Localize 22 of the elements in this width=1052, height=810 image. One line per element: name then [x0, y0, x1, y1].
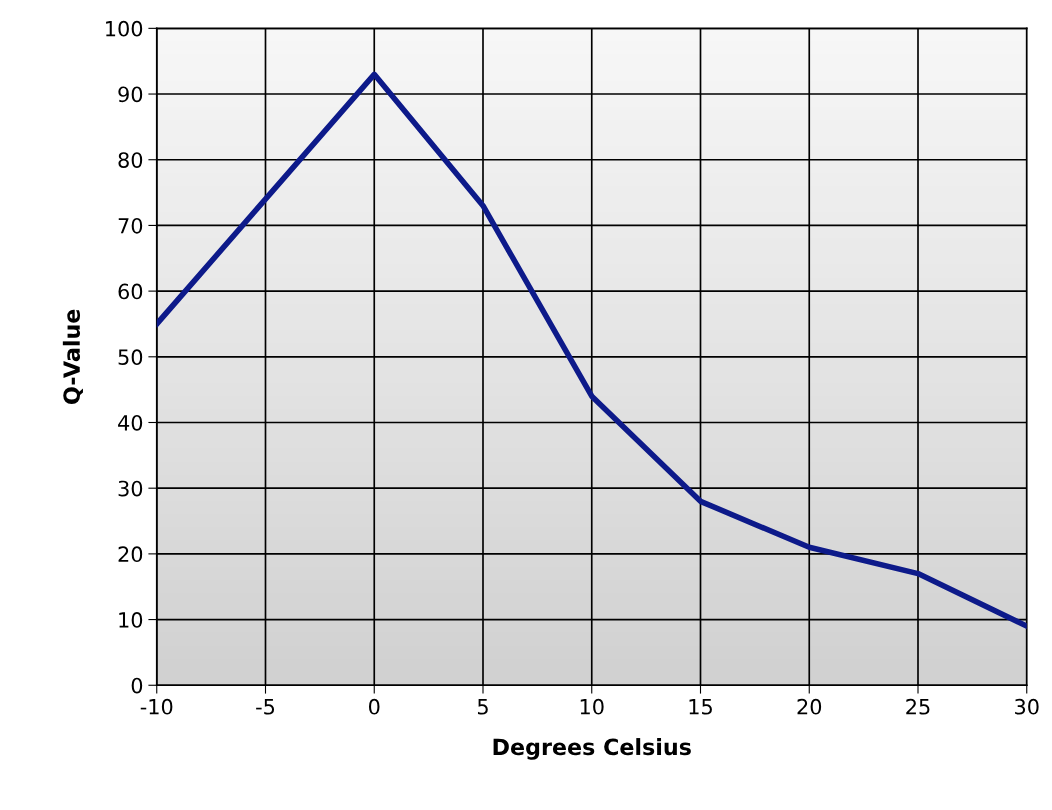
x-axis-title: Degrees Celsius	[493, 738, 691, 760]
x-tick-label: 25	[906, 698, 930, 715]
y-tick-label: 90	[118, 86, 143, 103]
x-tick-label: 15	[689, 699, 712, 715]
y-tick-label: 30	[118, 480, 143, 497]
y-tick-label: 70	[118, 217, 143, 234]
y-tick-label: 100	[106, 20, 143, 37]
x-tick-label: 0	[369, 698, 380, 715]
y-tick-label: 80	[118, 152, 143, 168]
x-tick-label: -5	[256, 699, 275, 715]
y-axis-title: Q-Value	[62, 309, 83, 404]
x-tick-label: 10	[580, 698, 604, 715]
x-tick-label: 20	[797, 698, 822, 715]
x-tick-label: -10	[140, 698, 173, 715]
y-tick-label: 50	[118, 349, 143, 366]
y-tick-label: 40	[118, 414, 143, 431]
x-tick-label: 30	[1015, 698, 1039, 715]
y-tick-label: 60	[118, 283, 143, 300]
x-tick-label: 5	[477, 699, 488, 715]
y-tick-label: 10	[119, 612, 143, 628]
y-tick-label: 0	[131, 677, 143, 694]
y-tick-label: 20	[118, 546, 143, 563]
